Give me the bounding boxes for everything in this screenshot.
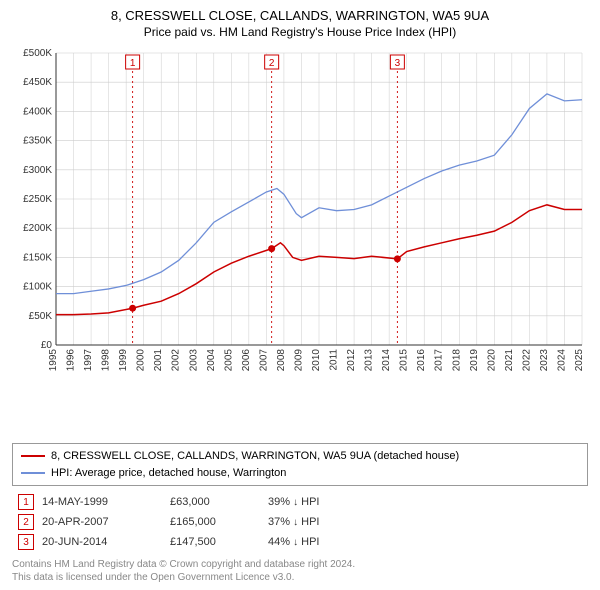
transaction-date: 20-APR-2007 — [42, 516, 162, 528]
y-tick-label: £400K — [23, 106, 52, 117]
x-tick-label: 2006 — [241, 348, 252, 371]
footer-line1: Contains HM Land Registry data © Crown c… — [12, 558, 588, 571]
x-tick-label: 2019 — [469, 348, 480, 371]
arrow-down-icon: ↓ — [293, 537, 298, 548]
x-tick-label: 2008 — [276, 348, 287, 371]
transaction-diff: 37% ↓ HPI — [268, 516, 378, 528]
x-tick-label: 1996 — [66, 348, 77, 371]
transaction-date: 20-JUN-2014 — [42, 536, 162, 548]
x-tick-label: 2004 — [206, 348, 217, 371]
legend-item: 8, CRESSWELL CLOSE, CALLANDS, WARRINGTON… — [21, 448, 579, 465]
x-tick-label: 2018 — [451, 348, 462, 371]
transaction-diff: 39% ↓ HPI — [268, 496, 378, 508]
x-tick-label: 2023 — [539, 348, 550, 371]
chart-title: 8, CRESSWELL CLOSE, CALLANDS, WARRINGTON… — [12, 8, 588, 25]
x-tick-label: 2017 — [434, 348, 445, 371]
y-tick-label: £150K — [23, 252, 52, 263]
arrow-down-icon: ↓ — [293, 517, 298, 528]
x-tick-label: 1999 — [118, 348, 129, 371]
x-tick-label: 2007 — [258, 348, 269, 371]
legend-box: 8, CRESSWELL CLOSE, CALLANDS, WARRINGTON… — [12, 443, 588, 486]
marker-number: 3 — [395, 58, 401, 69]
x-tick-label: 2005 — [223, 348, 234, 371]
transaction-price: £165,000 — [170, 516, 260, 528]
transaction-row: 2 20-APR-2007 £165,000 37% ↓ HPI — [12, 512, 588, 532]
x-tick-label: 2003 — [188, 348, 199, 371]
y-tick-label: £250K — [23, 194, 52, 205]
x-tick-label: 2013 — [364, 348, 375, 371]
x-tick-label: 2025 — [574, 348, 585, 371]
x-tick-label: 2015 — [399, 348, 410, 371]
x-tick-label: 2011 — [329, 348, 340, 370]
transactions-table: 1 14-MAY-1999 £63,000 39% ↓ HPI 2 20-APR-2007… — [12, 492, 588, 552]
transaction-date: 14-MAY-1999 — [42, 496, 162, 508]
chart-subtitle: Price paid vs. HM Land Registry's House … — [12, 25, 588, 39]
x-tick-label: 1997 — [83, 348, 94, 371]
x-tick-label: 2020 — [486, 348, 497, 371]
line-chart: £0£50K£100K£150K£200K£250K£300K£350K£400… — [12, 45, 588, 385]
arrow-down-icon: ↓ — [293, 497, 298, 508]
legend-swatch — [21, 472, 45, 474]
marker-number: 2 — [269, 58, 275, 69]
chart-area: £0£50K£100K£150K£200K£250K£300K£350K£400… — [12, 45, 588, 435]
x-tick-label: 2022 — [521, 348, 532, 371]
x-tick-label: 2024 — [556, 348, 567, 371]
x-tick-label: 2010 — [311, 348, 322, 371]
transaction-price: £63,000 — [170, 496, 260, 508]
x-tick-label: 2002 — [171, 348, 182, 371]
legend-swatch — [21, 455, 45, 457]
x-tick-label: 2016 — [416, 348, 427, 371]
y-tick-label: £350K — [23, 135, 52, 146]
y-tick-label: £500K — [23, 48, 52, 59]
x-tick-label: 2000 — [136, 348, 147, 371]
page-container: 8, CRESSWELL CLOSE, CALLANDS, WARRINGTON… — [0, 0, 600, 590]
legend-label: HPI: Average price, detached house, Warr… — [51, 465, 286, 482]
transaction-price: £147,500 — [170, 536, 260, 548]
x-tick-label: 2012 — [346, 348, 357, 371]
footer-attribution: Contains HM Land Registry data © Crown c… — [12, 558, 588, 584]
transaction-row: 1 14-MAY-1999 £63,000 39% ↓ HPI — [12, 492, 588, 512]
x-tick-label: 2009 — [293, 348, 304, 371]
y-tick-label: £200K — [23, 223, 52, 234]
marker-number: 1 — [130, 58, 136, 69]
x-tick-label: 2021 — [504, 348, 515, 371]
transaction-number-box: 3 — [18, 534, 34, 550]
transaction-diff: 44% ↓ HPI — [268, 536, 378, 548]
footer-line2: This data is licensed under the Open Gov… — [12, 571, 588, 584]
x-tick-label: 1998 — [101, 348, 112, 371]
legend-item: HPI: Average price, detached house, Warr… — [21, 465, 579, 482]
x-tick-label: 2001 — [153, 348, 164, 371]
transaction-number-box: 1 — [18, 494, 34, 510]
y-tick-label: £100K — [23, 281, 52, 292]
y-tick-label: £50K — [29, 311, 53, 322]
legend-label: 8, CRESSWELL CLOSE, CALLANDS, WARRINGTON… — [51, 448, 459, 465]
y-tick-label: £450K — [23, 77, 52, 88]
y-tick-label: £300K — [23, 165, 52, 176]
x-tick-label: 1995 — [48, 348, 59, 371]
transaction-number-box: 2 — [18, 514, 34, 530]
transaction-row: 3 20-JUN-2014 £147,500 44% ↓ HPI — [12, 532, 588, 552]
x-tick-label: 2014 — [381, 348, 392, 371]
